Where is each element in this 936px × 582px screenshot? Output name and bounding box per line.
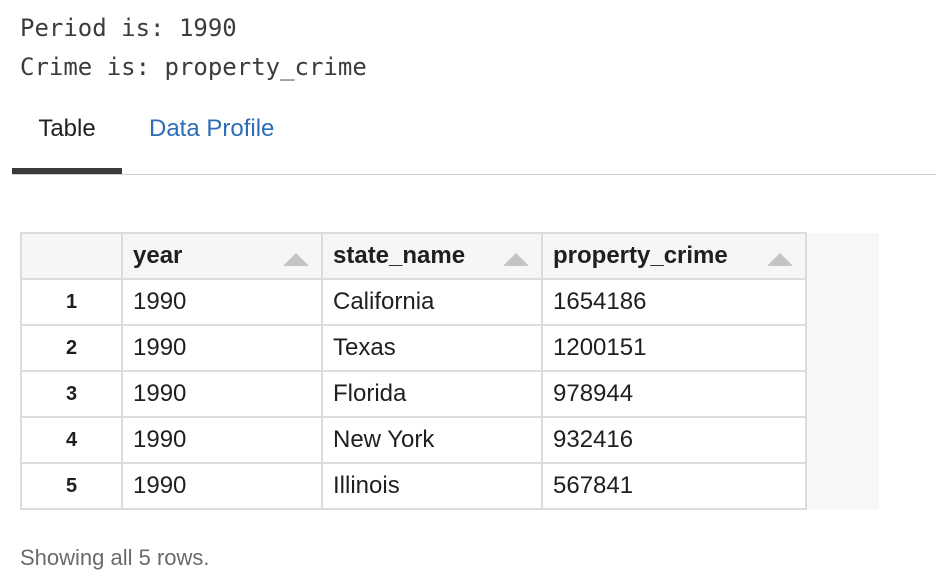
table-row: 3 1990 Florida 978944	[20, 370, 879, 418]
table-filler	[805, 417, 879, 463]
column-header-label: year	[133, 242, 183, 269]
row-index: 2	[20, 324, 123, 372]
cell-year: 1990	[121, 324, 323, 372]
cell-year: 1990	[121, 278, 323, 326]
table-filler	[805, 279, 879, 325]
table-filler	[805, 233, 879, 279]
cell-property-crime: 932416	[541, 416, 807, 464]
cell-year: 1990	[121, 416, 323, 464]
column-header-year[interactable]: year	[121, 232, 323, 280]
row-index: 4	[20, 416, 123, 464]
period-output: Period is: 1990	[20, 14, 237, 42]
result-tabs: Table Data Profile	[12, 104, 936, 175]
cell-property-crime: 978944	[541, 370, 807, 418]
column-header-label: state_name	[333, 242, 466, 269]
table-filler	[805, 325, 879, 371]
cell-property-crime: 1200151	[541, 324, 807, 372]
table-row: 4 1990 New York 932416	[20, 416, 879, 464]
table-row: 5 1990 Illinois 567841	[20, 462, 879, 510]
table-filler	[805, 371, 879, 417]
tab-table[interactable]: Table	[12, 104, 122, 174]
column-header-property-crime[interactable]: property_crime	[541, 232, 807, 280]
cell-property-crime: 1654186	[541, 278, 807, 326]
crime-output: Crime is: property_crime	[20, 53, 367, 81]
cell-property-crime: 567841	[541, 462, 807, 510]
cell-state-name: California	[321, 278, 543, 326]
sort-ascending-icon[interactable]	[283, 253, 309, 266]
column-header-state-name[interactable]: state_name	[321, 232, 543, 280]
row-count-status: Showing all 5 rows.	[20, 545, 210, 570]
cell-year: 1990	[121, 370, 323, 418]
sort-ascending-icon[interactable]	[767, 253, 793, 266]
row-index: 1	[20, 278, 123, 326]
tab-data-profile[interactable]: Data Profile	[149, 115, 275, 142]
row-index: 5	[20, 462, 123, 510]
results-table: year state_name property_crime 1 1990 Ca…	[20, 232, 879, 510]
index-column-header	[20, 232, 123, 280]
column-header-label: property_crime	[553, 242, 728, 269]
cell-state-name: New York	[321, 416, 543, 464]
cell-state-name: Texas	[321, 324, 543, 372]
table-filler	[805, 463, 879, 509]
cell-year: 1990	[121, 462, 323, 510]
sort-ascending-icon[interactable]	[503, 253, 529, 266]
table-row: 2 1990 Texas 1200151	[20, 324, 879, 372]
row-index: 3	[20, 370, 123, 418]
table-header-row: year state_name property_crime	[20, 232, 879, 280]
cell-state-name: Illinois	[321, 462, 543, 510]
table-row: 1 1990 California 1654186	[20, 278, 879, 326]
cell-state-name: Florida	[321, 370, 543, 418]
